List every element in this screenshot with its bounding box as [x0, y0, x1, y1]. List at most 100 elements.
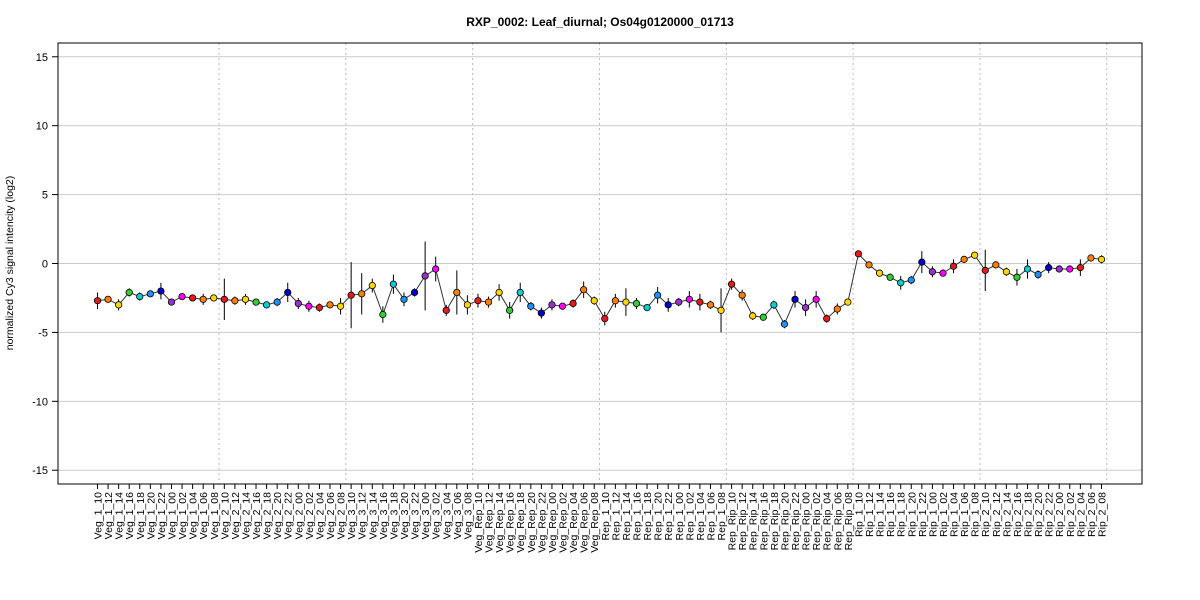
data-point: [897, 279, 905, 287]
data-point: [590, 297, 598, 305]
x-tick-label: Veg_Rep_22: [536, 492, 548, 553]
x-tick-label: Veg_2_18: [262, 492, 274, 539]
data-point: [1076, 264, 1084, 272]
data-point: [220, 295, 228, 303]
x-tick-label: Veg_1_04: [188, 492, 200, 539]
data-point: [1087, 254, 1095, 262]
x-tick-label: Rip_2_06: [1086, 492, 1098, 537]
data-point: [347, 291, 355, 299]
x-tick-label: Rep_1_10: [600, 492, 612, 541]
data-point: [960, 255, 968, 263]
data-point: [696, 298, 704, 306]
x-tick-label: Veg_3_18: [388, 492, 400, 539]
x-tick-label: Veg_2_04: [314, 492, 326, 539]
data-point: [146, 290, 154, 298]
data-point: [178, 292, 186, 301]
x-tick-label: Rip_2_14: [1001, 492, 1013, 537]
x-tick-label: Veg_2_20: [272, 492, 284, 539]
x-tick-label: Veg_Rep_16: [505, 492, 517, 553]
data-point: [1013, 273, 1021, 281]
x-tick-label: Veg_3_12: [357, 492, 369, 539]
x-tick-label: Rip_2_08: [1097, 492, 1109, 537]
x-tick-label: Rep_Rip_02: [811, 492, 823, 551]
x-tick-label: Veg_1_00: [166, 492, 178, 539]
data-point: [262, 301, 271, 309]
x-tick-label: Rip_1_22: [917, 492, 929, 537]
data-point: [252, 298, 260, 306]
x-tick-label: Rep_1_02: [684, 492, 696, 541]
x-tick-label: Rep_1_22: [663, 492, 675, 541]
data-point: [907, 276, 915, 284]
data-point: [400, 295, 408, 303]
data-point: [548, 301, 556, 309]
x-tick-label: Rep_Rip_10: [727, 492, 739, 551]
data-point: [601, 315, 609, 323]
x-tick-label: Rep_1_04: [695, 492, 707, 541]
data-point: [305, 302, 313, 310]
data-point: [992, 261, 1000, 269]
x-tick-label: Veg_1_22: [156, 492, 168, 539]
y-tick-label: 10: [36, 121, 48, 133]
x-tick-label: Veg_1_06: [198, 492, 210, 539]
data-point: [125, 288, 133, 297]
data-point: [706, 301, 715, 309]
data-point: [1045, 264, 1053, 272]
x-tick-label: Rip_2_20: [1033, 492, 1045, 537]
x-tick-label: Rip_1_06: [959, 492, 971, 537]
x-tick-label: Rip_2_10: [980, 492, 992, 537]
x-tick-label: Veg_2_00: [293, 492, 305, 539]
y-axis-label: normalized Cy3 signal intencity (log2): [4, 176, 16, 351]
x-tick-label: Rip_2_00: [1054, 492, 1066, 537]
data-point: [336, 302, 345, 310]
data-point: [801, 303, 810, 312]
data-point: [410, 288, 419, 297]
x-tick-label: Veg_Rep_02: [558, 492, 570, 553]
data-point: [971, 251, 979, 259]
x-tick-label: Rip_1_18: [896, 492, 908, 537]
data-point: [199, 295, 207, 303]
data-point: [136, 292, 144, 301]
x-axis: Veg_1_10Veg_1_12Veg_1_14Veg_1_16Veg_1_18…: [93, 484, 1109, 553]
data-point: [643, 303, 651, 312]
x-tick-label: Rep_1_14: [621, 492, 633, 541]
x-tick-label: Rep_Rip_14: [748, 492, 760, 551]
x-tick-label: Veg_2_14: [240, 492, 252, 539]
x-tick-label: Rep_Rip_00: [801, 492, 813, 551]
x-tick-label: Rip_1_02: [938, 492, 950, 537]
y-tick-label: -15: [32, 465, 48, 477]
data-point: [833, 305, 841, 313]
x-tick-label: Veg_1_10: [93, 492, 105, 539]
data-point: [1023, 265, 1032, 273]
x-tick-label: Rip_1_14: [875, 492, 887, 537]
x-tick-label: Rep_Rip_18: [769, 492, 781, 551]
data-point: [104, 295, 112, 303]
x-tick-label: Rip_2_04: [1075, 492, 1087, 537]
x-tick-label: Veg_1_08: [209, 492, 221, 539]
data-point: [115, 301, 123, 309]
data-point: [326, 301, 334, 309]
x-tick-label: Veg_1_16: [124, 492, 136, 539]
x-tick-label: Veg_Rep_08: [589, 492, 601, 553]
x-tick-label: Rip_1_00: [927, 492, 939, 537]
data-point: [167, 298, 176, 306]
x-tick-label: Rip_1_10: [853, 492, 865, 537]
x-tick-label: Veg_Rep_10: [473, 492, 485, 553]
data-point: [474, 297, 482, 305]
x-tick-label: Rep_Rip_20: [779, 492, 791, 551]
data-point: [484, 298, 493, 306]
data-point: [1055, 265, 1063, 273]
data-point: [949, 262, 958, 270]
data-point: [981, 266, 989, 274]
data-point: [886, 273, 894, 281]
x-tick-label: Rep_1_20: [653, 492, 665, 541]
x-tick-label: Rep_1_06: [705, 492, 717, 541]
data-point: [358, 290, 366, 298]
x-tick-label: Rip_1_08: [970, 492, 982, 537]
data-point: [1097, 255, 1106, 263]
data-point: [442, 306, 450, 314]
x-tick-label: Rip_2_02: [1065, 492, 1077, 537]
data-point: [495, 288, 503, 297]
x-tick-label: Rep_Rip_16: [758, 492, 770, 551]
x-tick-label: Veg_3_00: [420, 492, 432, 539]
